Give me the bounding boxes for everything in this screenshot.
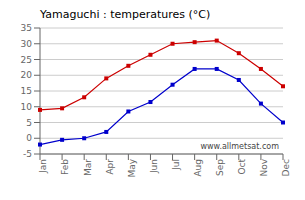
svg-text:0: 0 bbox=[26, 133, 32, 143]
svg-text:Apr: Apr bbox=[105, 159, 115, 175]
svg-text:Jul: Jul bbox=[171, 159, 181, 171]
svg-text:Jun: Jun bbox=[149, 159, 159, 174]
svg-text:30: 30 bbox=[21, 39, 33, 49]
html-text:Yamaguchi : temperatures (°C): Yamaguchi : temperatures (°C) bbox=[40, 8, 211, 21]
svg-text:Feb: Feb bbox=[60, 159, 70, 175]
svg-text:Dec: Dec bbox=[281, 159, 291, 176]
svg-text:Mar: Mar bbox=[83, 159, 93, 176]
svg-text:Aug: Aug bbox=[193, 159, 203, 177]
svg-text:25: 25 bbox=[21, 55, 32, 65]
svg-text:15: 15 bbox=[21, 86, 32, 96]
html-text:www.allmetsat.com: www.allmetsat.com bbox=[200, 142, 279, 151]
svg-text:Sep: Sep bbox=[215, 159, 225, 176]
svg-text:Oct: Oct bbox=[237, 159, 247, 175]
svg-text:35: 35 bbox=[21, 23, 32, 33]
svg-text:May: May bbox=[127, 158, 137, 177]
svg-text:Nov: Nov bbox=[259, 158, 269, 176]
svg-text:-5: -5 bbox=[23, 149, 32, 159]
svg-text:5: 5 bbox=[26, 118, 32, 128]
svg-text:20: 20 bbox=[21, 70, 33, 80]
svg-text:Jan: Jan bbox=[38, 159, 48, 174]
svg-text:10: 10 bbox=[21, 102, 33, 112]
